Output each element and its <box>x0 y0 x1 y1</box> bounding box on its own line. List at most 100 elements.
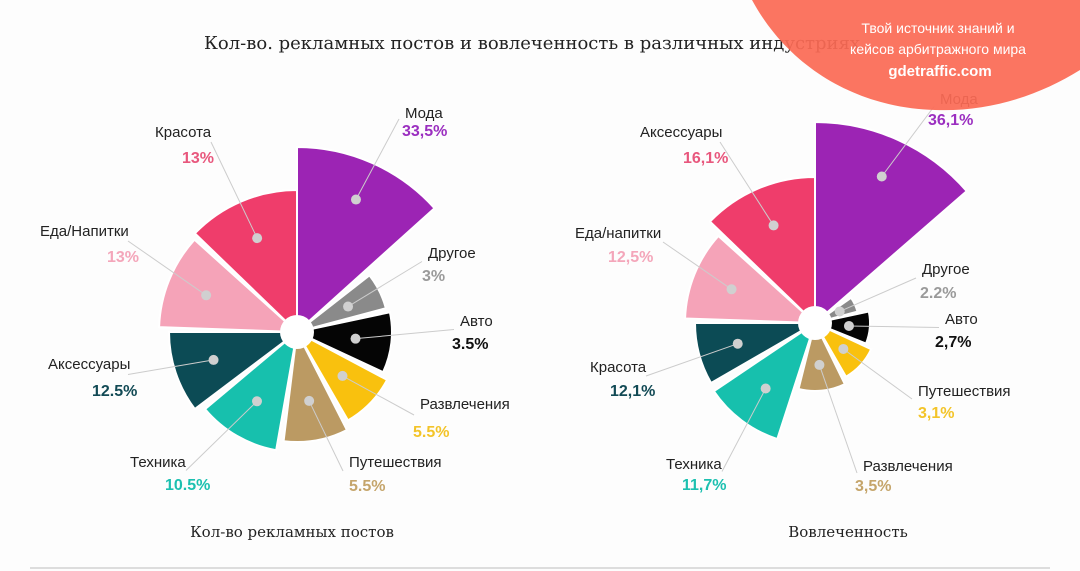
category-label: Техника <box>130 454 186 471</box>
wedge-marker <box>838 343 849 354</box>
category-label: Другое <box>922 261 970 278</box>
category-label: Путешествия <box>349 454 442 471</box>
wedge-Мода <box>296 145 436 335</box>
wedge-Красота <box>193 188 298 335</box>
wedge-Еда/Напитки <box>158 238 300 334</box>
wedge-marker <box>252 233 263 244</box>
category-label: Техника <box>666 456 722 473</box>
wedge-Техника <box>203 329 299 452</box>
leader-line <box>185 400 258 471</box>
category-label: Авто <box>945 311 978 328</box>
wedge-Авто <box>811 310 871 345</box>
wedge-Техника <box>712 320 817 441</box>
leader-line <box>645 343 738 377</box>
value-label: 5.5% <box>413 424 449 441</box>
leader-line <box>347 261 423 307</box>
category-label: Красота <box>155 124 212 141</box>
leader-line <box>355 329 455 340</box>
leader-line <box>127 359 214 375</box>
wedge-Аксессуары <box>167 331 300 411</box>
category-label: Красота <box>590 359 647 376</box>
wedge-marker <box>814 359 825 370</box>
center-hole <box>798 306 832 340</box>
value-label: 5.5% <box>349 478 385 495</box>
wedge-marker <box>732 338 743 349</box>
wedge-marker <box>726 284 737 295</box>
category-label: Авто <box>460 313 493 330</box>
category-label: Другое <box>428 245 476 262</box>
wedge-Другое <box>296 273 388 333</box>
leader-line <box>210 141 258 239</box>
wedge-marker <box>350 333 361 344</box>
value-label: 12,1% <box>610 383 655 400</box>
banner-shape <box>752 0 1080 111</box>
leader-line <box>881 106 935 177</box>
category-label: Еда/напитки <box>575 225 661 242</box>
leader-line <box>342 375 415 416</box>
wedge-Развлечения <box>797 320 847 392</box>
wedge-Аксессуары <box>708 175 816 326</box>
category-label: Путешествия <box>918 383 1011 400</box>
wedge-Еда/напитки <box>684 234 818 325</box>
leader-line <box>127 240 207 296</box>
wedge-marker <box>304 395 315 406</box>
watermark-banner: Твой источник знаний и кейсов арбитражно… <box>752 0 1080 111</box>
chart-2-subtitle: Вовлеченность <box>788 523 908 541</box>
value-label: 36,1% <box>928 112 973 129</box>
category-label: Аксессуары <box>640 124 722 141</box>
value-label: 12.5% <box>92 383 137 400</box>
category-label: Еда/Напитки <box>40 223 129 240</box>
category-label: Мода <box>405 105 443 122</box>
wedge-marker <box>201 290 212 301</box>
wedge-Авто <box>293 311 393 374</box>
wedge-marker <box>760 383 771 394</box>
banner-line-1: Твой источник знаний и <box>861 20 1014 36</box>
leader-line <box>308 400 344 472</box>
wedge-marker <box>876 171 887 182</box>
value-label: 13% <box>182 150 214 167</box>
value-label: 3.5% <box>452 336 488 353</box>
wedge-marker <box>834 306 845 317</box>
chart-1-subtitle: Кол-во рекламных постов <box>190 523 394 541</box>
chart-title: Кол-во. рекламных постов и вовлеченность… <box>204 33 860 54</box>
leader-line <box>839 277 917 312</box>
value-label: 33,5% <box>402 123 447 140</box>
banner-site: gdetraffic.com <box>888 63 991 80</box>
leader-line <box>818 364 858 474</box>
wedge-marker <box>350 194 361 205</box>
wedge-marker <box>843 320 854 331</box>
leader-line <box>719 141 775 226</box>
wedge-marker <box>337 370 348 381</box>
value-label: 12,5% <box>608 249 653 266</box>
leader-line <box>721 388 767 472</box>
wedge-marker <box>343 301 354 312</box>
value-label: 3,1% <box>918 405 954 422</box>
category-label: Развлечения <box>863 458 953 475</box>
wedge-marker <box>208 354 219 365</box>
center-hole <box>280 315 314 349</box>
value-label: 2,7% <box>935 334 971 351</box>
leader-line <box>848 325 940 328</box>
value-label: 13% <box>107 249 139 266</box>
leader-line <box>355 118 400 200</box>
category-label: Развлечения <box>420 396 510 413</box>
wedge-Мода <box>814 120 969 326</box>
value-label: 16,1% <box>683 150 728 167</box>
wedge-Красота <box>693 322 819 385</box>
value-label: 3,5% <box>855 478 891 495</box>
wedge-marker <box>768 220 779 231</box>
leader-line <box>662 241 732 290</box>
value-label: 2.2% <box>920 285 956 302</box>
wedge-marker <box>252 396 262 407</box>
value-label: 11,7% <box>682 477 726 494</box>
wedge-Путешествия <box>282 328 349 443</box>
leader-line <box>843 348 913 400</box>
category-label: Аксессуары <box>48 356 130 373</box>
value-label: 10.5% <box>165 477 210 494</box>
value-label: 3% <box>422 268 445 285</box>
polar-chart-2: Мода36,1%Другое2.2%Авто2,7%Путешествия3,… <box>575 91 1011 495</box>
banner-line-2: кейсов арбитражного мира <box>850 41 1026 57</box>
